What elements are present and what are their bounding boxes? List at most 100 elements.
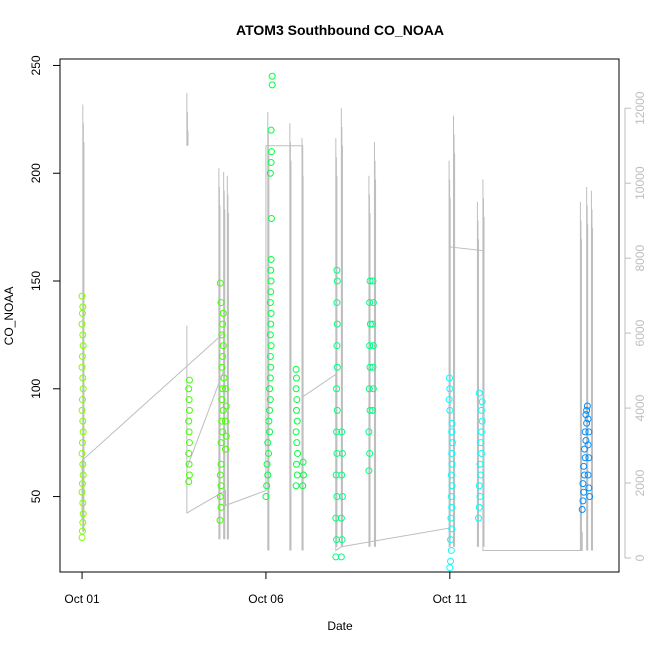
data-point bbox=[219, 320, 227, 328]
y2-tick-label: 0 bbox=[633, 554, 647, 561]
data-point bbox=[369, 363, 377, 371]
data-point bbox=[292, 428, 300, 436]
data-point bbox=[219, 342, 227, 350]
data-point bbox=[581, 454, 589, 462]
data-point bbox=[267, 158, 275, 166]
data-point bbox=[447, 471, 455, 479]
data-point bbox=[445, 396, 453, 404]
data-point bbox=[217, 299, 225, 307]
data-point bbox=[477, 439, 485, 447]
data-point bbox=[185, 460, 193, 468]
y-tick-label: 200 bbox=[29, 163, 43, 183]
x-axis: Oct 01 Oct 06 Oct 11 bbox=[64, 571, 467, 606]
y2-tick-label: 2000 bbox=[633, 469, 647, 496]
data-point bbox=[584, 471, 592, 479]
data-point bbox=[582, 437, 590, 445]
data-point bbox=[268, 72, 276, 80]
data-point bbox=[267, 277, 275, 285]
altitude-path bbox=[81, 145, 583, 552]
x-tick-label: Oct 01 bbox=[64, 592, 100, 606]
data-point bbox=[221, 385, 229, 393]
data-point bbox=[265, 449, 273, 457]
data-point bbox=[263, 482, 271, 490]
data-point bbox=[79, 499, 87, 507]
data-point bbox=[266, 385, 274, 393]
data-point bbox=[268, 81, 276, 89]
data-point bbox=[78, 480, 86, 488]
secondary-y-axis: 0 2000 4000 6000 8000 10000 12000 bbox=[624, 91, 647, 561]
data-point bbox=[293, 417, 301, 425]
data-point bbox=[448, 428, 456, 436]
data-point bbox=[586, 493, 594, 501]
data-point bbox=[185, 439, 193, 447]
data-point bbox=[476, 460, 484, 468]
data-point bbox=[79, 331, 87, 339]
data-point bbox=[185, 376, 193, 384]
data-point bbox=[366, 449, 374, 457]
data-point bbox=[580, 471, 588, 479]
data-point bbox=[220, 374, 228, 382]
data-point bbox=[477, 449, 485, 457]
data-point bbox=[292, 385, 300, 393]
data-point bbox=[579, 497, 587, 505]
data-point bbox=[365, 428, 373, 436]
data-point bbox=[365, 385, 373, 393]
data-point bbox=[584, 441, 592, 449]
data-point bbox=[262, 493, 270, 501]
data-point bbox=[366, 320, 374, 328]
data-point bbox=[217, 439, 225, 447]
data-point bbox=[369, 299, 377, 307]
data-point bbox=[185, 477, 193, 485]
data-point bbox=[292, 374, 300, 382]
data-point bbox=[78, 352, 86, 360]
data-point bbox=[185, 471, 193, 479]
data-point bbox=[267, 309, 275, 317]
data-point bbox=[337, 514, 345, 522]
data-point bbox=[478, 398, 486, 406]
data-point bbox=[333, 320, 341, 328]
data-point bbox=[185, 428, 193, 436]
data-point bbox=[222, 402, 230, 410]
data-point bbox=[78, 439, 86, 447]
data-point bbox=[292, 460, 300, 468]
data-point bbox=[292, 365, 300, 373]
y-tick-label: 250 bbox=[29, 55, 43, 75]
data-point bbox=[292, 482, 300, 490]
data-point bbox=[219, 352, 227, 360]
data-point bbox=[185, 449, 193, 457]
data-point bbox=[78, 396, 86, 404]
data-point bbox=[448, 439, 456, 447]
data-point bbox=[293, 396, 301, 404]
data-point bbox=[78, 449, 86, 457]
data-point bbox=[338, 536, 346, 544]
data-point bbox=[585, 428, 593, 436]
data-point bbox=[185, 406, 193, 414]
data-point bbox=[369, 277, 377, 285]
data-point bbox=[266, 299, 274, 307]
data-point bbox=[264, 471, 272, 479]
y2-tick-label: 8000 bbox=[633, 244, 647, 271]
data-point bbox=[79, 518, 87, 526]
data-point bbox=[333, 406, 341, 414]
data-point bbox=[585, 484, 593, 492]
data-point bbox=[218, 417, 226, 425]
data-point bbox=[266, 406, 274, 414]
data-point bbox=[578, 505, 586, 513]
data-point bbox=[266, 374, 274, 382]
data-point bbox=[185, 396, 193, 404]
data-point bbox=[79, 374, 87, 382]
data-point bbox=[333, 299, 341, 307]
data-point bbox=[476, 493, 484, 501]
data-point bbox=[299, 482, 307, 490]
data-point bbox=[293, 471, 301, 479]
y-tick-label: 50 bbox=[29, 490, 43, 504]
data-point bbox=[448, 525, 456, 533]
y2-tick-label: 6000 bbox=[633, 319, 647, 346]
data-point bbox=[185, 417, 193, 425]
data-point bbox=[79, 303, 87, 311]
data-point bbox=[78, 363, 86, 371]
data-point bbox=[580, 488, 588, 496]
data-point bbox=[79, 417, 87, 425]
data-point bbox=[337, 553, 345, 561]
data-point bbox=[78, 534, 86, 542]
